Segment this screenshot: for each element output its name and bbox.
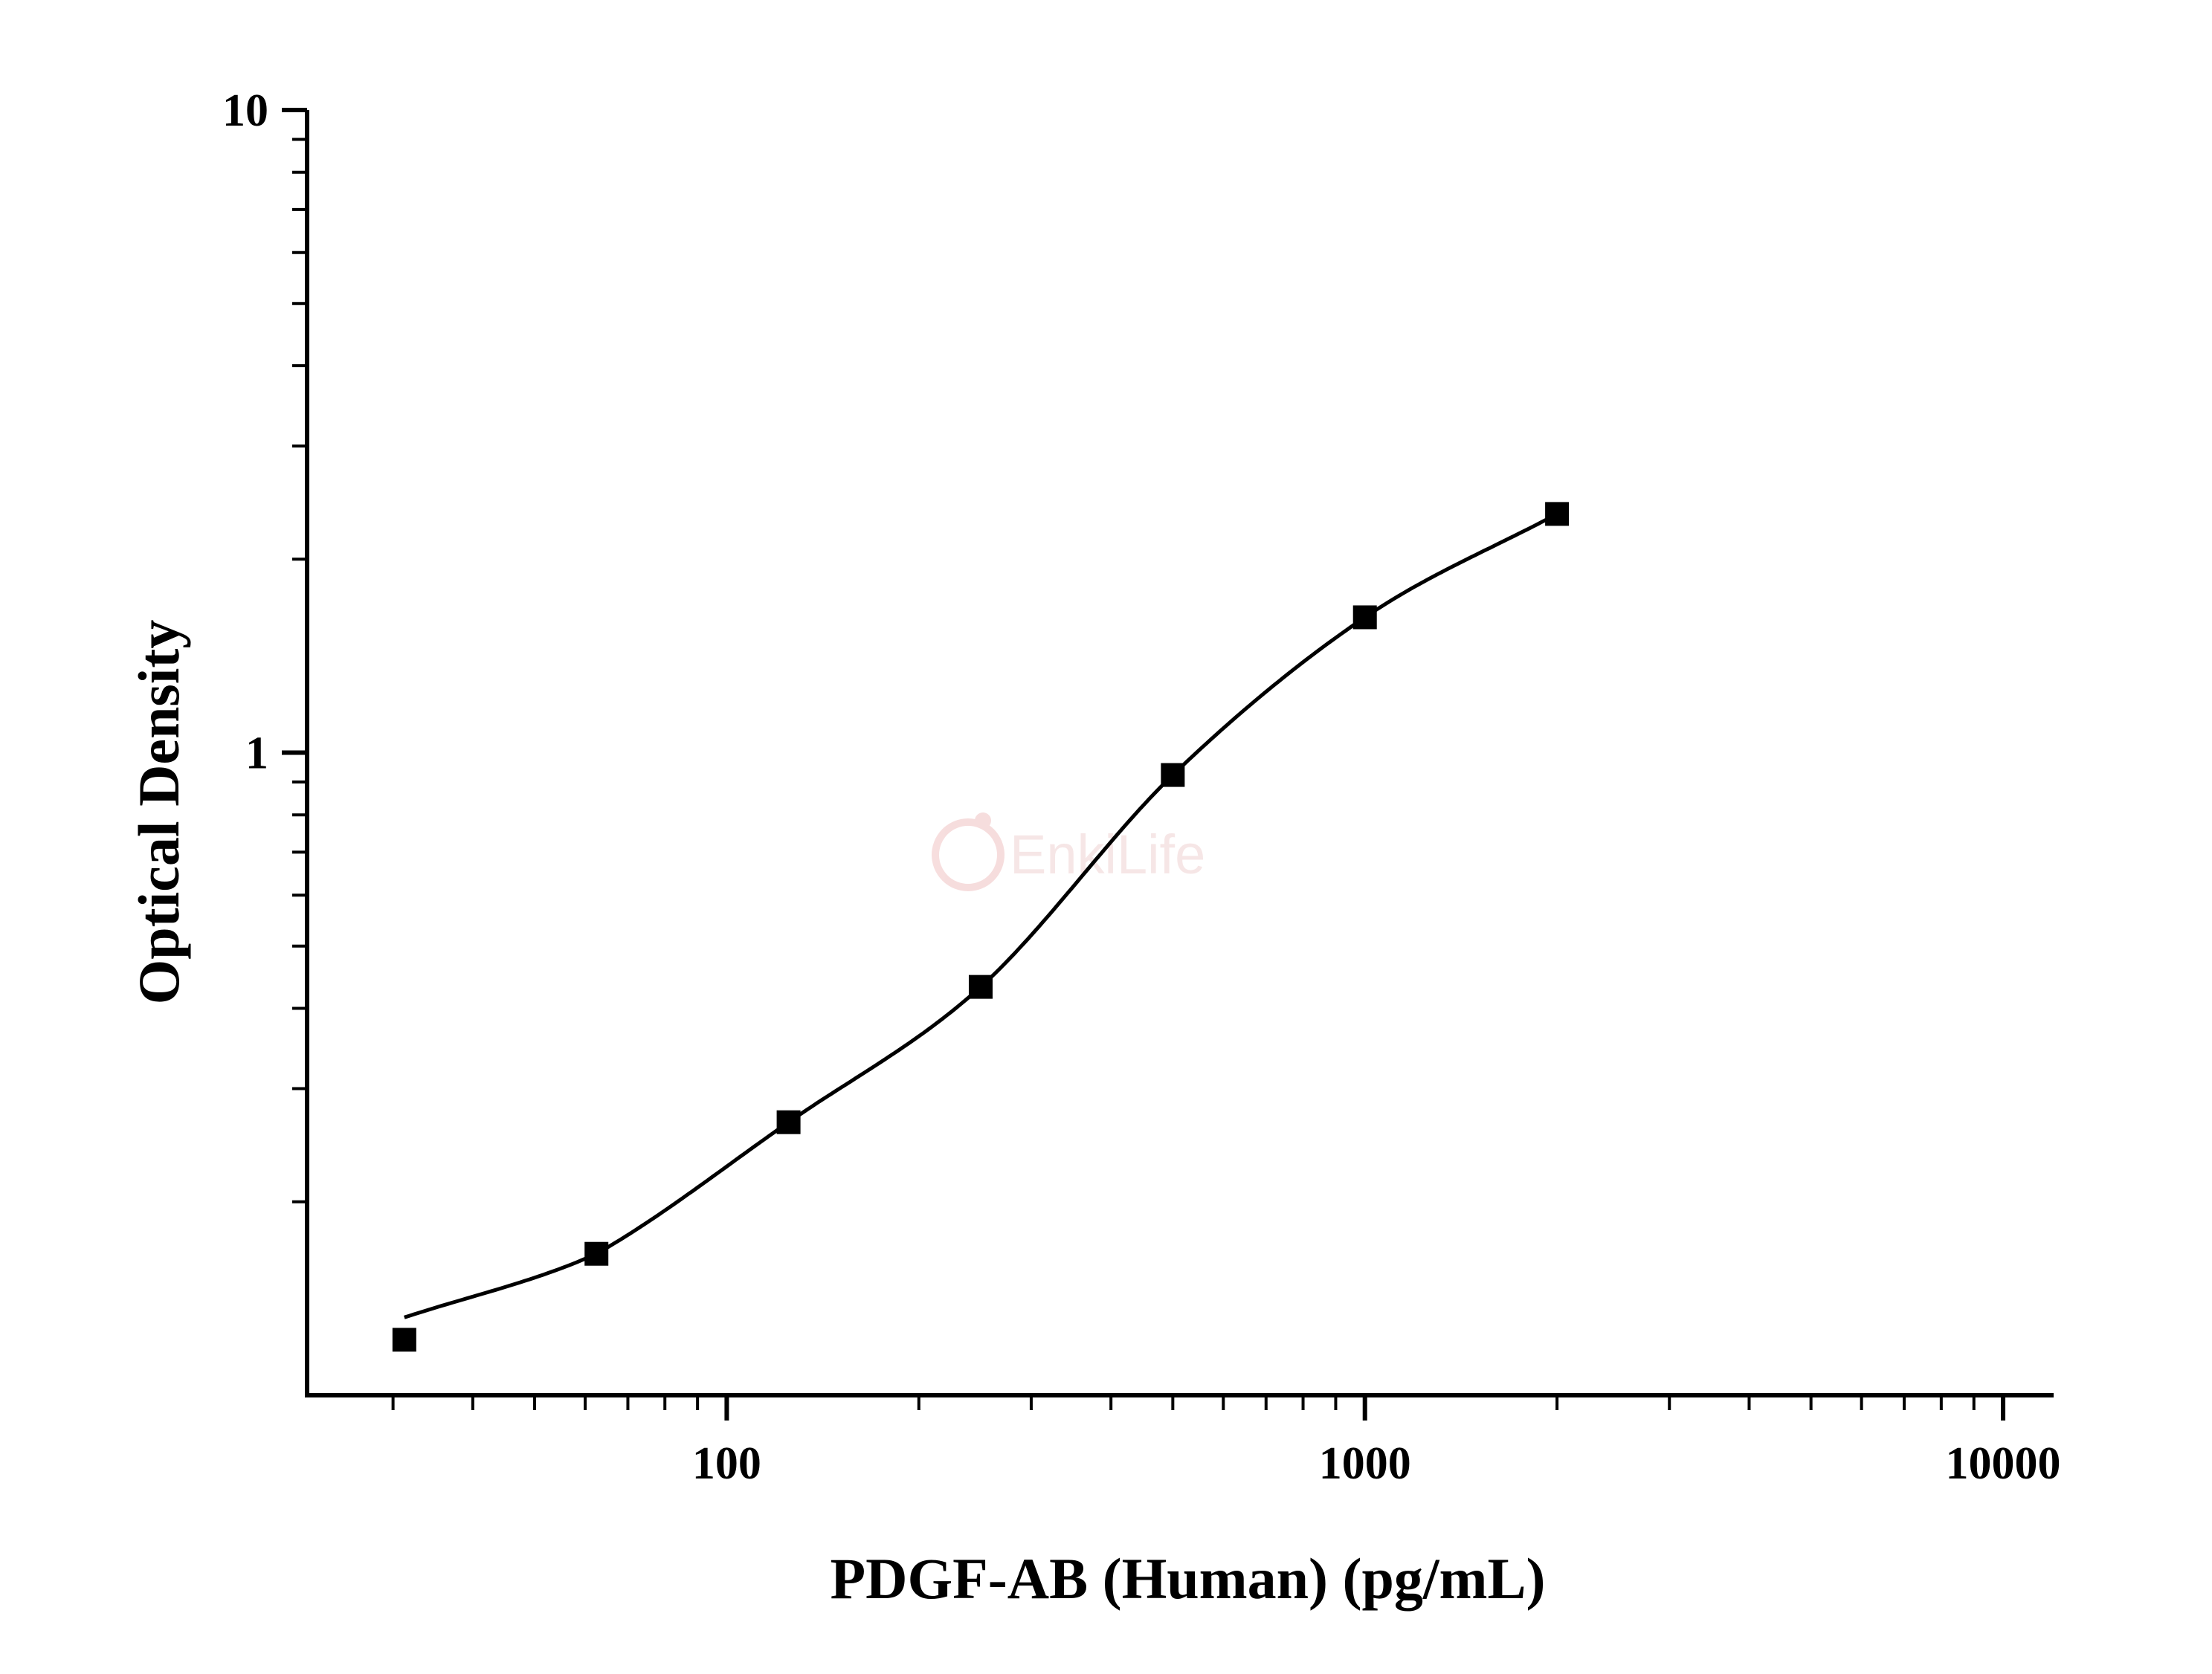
y-axis-title: Optical Density — [126, 620, 191, 1005]
data-point — [584, 1241, 609, 1266]
data-point — [392, 1328, 416, 1352]
y-tick-label: 10 — [222, 85, 268, 136]
data-point — [1161, 763, 1185, 787]
data-points-layer — [392, 502, 1570, 1352]
data-point — [1352, 605, 1377, 630]
data-point — [1545, 502, 1570, 526]
watermark-text: EnkiLife — [1010, 824, 1205, 885]
x-tick-label: 1000 — [1319, 1438, 1411, 1489]
fit-curve-layer — [404, 512, 1558, 1319]
y-tick-label: 1 — [245, 728, 268, 779]
tick-labels: 100 1000 10000 1 10 — [222, 85, 2061, 1489]
watermark: EnkiLife — [932, 812, 1205, 891]
fit-curve — [404, 512, 1558, 1319]
data-point — [776, 1110, 801, 1134]
watermark-logo-icon — [932, 818, 1005, 891]
x-tick-label: 100 — [692, 1438, 761, 1489]
watermark-logo-dot — [975, 812, 991, 829]
axes — [282, 108, 2054, 1421]
data-point — [968, 975, 993, 999]
x-axis-title: PDGF-AB (Human) (pg/mL) — [831, 1546, 1546, 1611]
x-tick-label: 10000 — [1946, 1438, 2061, 1489]
